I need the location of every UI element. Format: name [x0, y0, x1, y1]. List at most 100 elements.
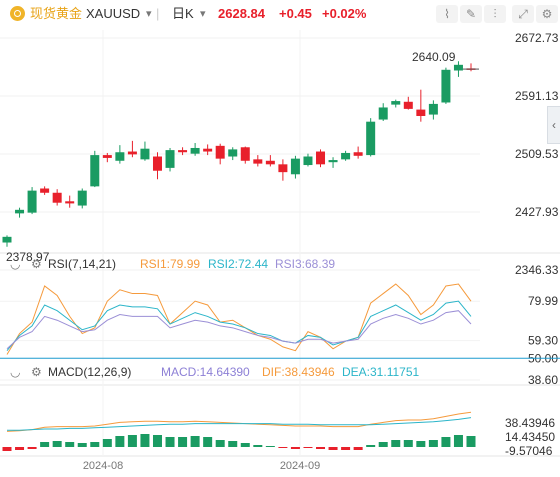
macd-histogram-bar — [52, 441, 62, 447]
macd-histogram-bar — [2, 447, 12, 451]
candle-body — [441, 69, 451, 103]
candle-body — [152, 156, 162, 171]
candle-body — [102, 155, 112, 158]
macd-histogram-bar — [366, 445, 376, 447]
macd-histogram-bar — [65, 442, 75, 447]
candle-body — [366, 121, 376, 156]
scroll-right-button[interactable]: ‹ — [547, 106, 560, 144]
indicator-icon[interactable]: ⫶ — [484, 5, 506, 23]
candle-body — [228, 149, 238, 157]
macd-histogram-bar — [127, 435, 137, 447]
rsi-axis-tick: 79.99 — [528, 294, 558, 308]
macd-histogram-bar — [303, 447, 313, 448]
chart-type-icon[interactable]: ⌇ — [436, 5, 458, 23]
dea-value: DEA:31.11751 — [342, 365, 420, 379]
settings-icon[interactable]: ⚙ — [31, 365, 42, 379]
macd-histogram-bar — [215, 440, 225, 447]
macd-axis-tick: 14.43450 — [505, 430, 555, 444]
macd-histogram-bar — [165, 437, 175, 447]
rsi-line-3 — [6, 310, 472, 350]
macd-dea-line — [7, 417, 472, 431]
macd-histogram-bar — [178, 437, 188, 447]
candle-body — [178, 150, 188, 153]
last-price: 2628.84 — [218, 6, 265, 21]
candle-body — [140, 148, 150, 160]
candle-body — [215, 145, 225, 159]
macd-histogram-bar — [441, 437, 451, 447]
header-divider: | — [156, 6, 160, 21]
candle-body — [27, 190, 37, 213]
rsi-line-2 — [6, 300, 472, 351]
candle-body — [52, 192, 62, 203]
candle-body — [15, 209, 25, 214]
candle-body — [165, 150, 175, 168]
candle-body — [353, 152, 363, 156]
rsi-legend: ◡ ⚙ RSI(7,14,21) RSI1:79.99 RSI2:72.44 R… — [0, 255, 480, 273]
macd-histogram-bar — [77, 443, 87, 447]
macd-axis-tick: -9.57046 — [505, 444, 553, 458]
candle-body — [77, 190, 87, 206]
candle-body — [90, 155, 100, 187]
macd-histogram-bar — [152, 435, 162, 447]
candle-body — [190, 147, 200, 154]
candle-body — [115, 152, 125, 161]
macd-histogram-bar — [140, 434, 150, 447]
macd-histogram-bar — [403, 440, 413, 447]
symbol-code[interactable]: XAUUSD — [86, 6, 141, 21]
dropdown-icon[interactable]: ▾ — [146, 8, 152, 20]
price-axis-tick: 2346.33 — [515, 263, 559, 277]
price-axis-tick: 2591.13 — [515, 89, 559, 103]
candle-body — [316, 151, 326, 165]
settings-icon[interactable]: ⚙ — [536, 5, 558, 23]
low-price-label: 2378.97 — [6, 250, 50, 264]
price-axis-tick: 2427.93 — [515, 205, 559, 219]
candle-body — [278, 164, 288, 173]
high-price-label: 2640.09 — [412, 50, 456, 64]
macd-histogram-bar — [27, 447, 37, 449]
macd-histogram-bar — [228, 441, 238, 447]
macd-histogram-bar — [416, 441, 426, 447]
macd-histogram-bar — [40, 442, 50, 447]
rsi-axis-tick: 59.30 — [528, 334, 558, 348]
candle-body — [416, 109, 426, 116]
macd-histogram-bar — [316, 447, 326, 449]
macd-histogram-bar — [391, 440, 401, 447]
macd-title: MACD(12,26,9) — [48, 365, 132, 379]
candle-body — [265, 160, 275, 165]
candle-body — [203, 148, 213, 152]
dif-value: DIF:38.43946 — [262, 365, 335, 379]
candle-body — [2, 236, 12, 243]
macd-legend: ◡ ⚙ MACD(12,26,9) MACD:14.64390 DIF:38.4… — [0, 363, 480, 381]
candle-body — [303, 156, 313, 166]
eye-icon[interactable]: ◡ — [10, 365, 21, 379]
settings-icon[interactable]: ⚙ — [31, 257, 42, 271]
candle-body — [341, 152, 351, 160]
gold-coin-icon — [10, 6, 25, 21]
macd-histogram-bar — [253, 445, 263, 447]
chart-header: 现货黄金 XAUUSD ▾ | 日K ▾ 2628.84 +0.45 +0.02… — [0, 0, 560, 28]
macd-histogram-bar — [102, 439, 112, 447]
macd-histogram-bar — [453, 435, 463, 447]
dropdown-icon[interactable]: ▾ — [200, 8, 206, 20]
macd-histogram-bar — [265, 446, 275, 447]
draw-tool-icon[interactable]: ✎ — [460, 5, 482, 23]
expand-icon[interactable]: ⤢ — [512, 5, 534, 23]
eye-icon[interactable]: ◡ — [10, 257, 21, 271]
macd-histogram-bar — [240, 443, 250, 447]
symbol-name[interactable]: 现货黄金 — [30, 6, 83, 21]
candle-body — [453, 64, 463, 71]
macd-histogram-bar — [15, 447, 25, 450]
rsi-title: RSI(7,14,21) — [48, 257, 117, 271]
time-axis-label: 2024-08 — [83, 460, 123, 472]
candle-body — [328, 160, 338, 163]
candle-body — [378, 107, 388, 120]
rsi-line-1 — [6, 283, 472, 355]
timeframe-selector[interactable]: 日K — [172, 6, 194, 21]
macd-histogram-bar — [90, 442, 100, 447]
candle-body — [253, 159, 263, 164]
candle-body — [240, 147, 250, 161]
macd-axis-tick: 38.43946 — [505, 416, 555, 430]
candle-body — [127, 151, 137, 155]
price-change-pct: +0.02% — [322, 6, 367, 21]
